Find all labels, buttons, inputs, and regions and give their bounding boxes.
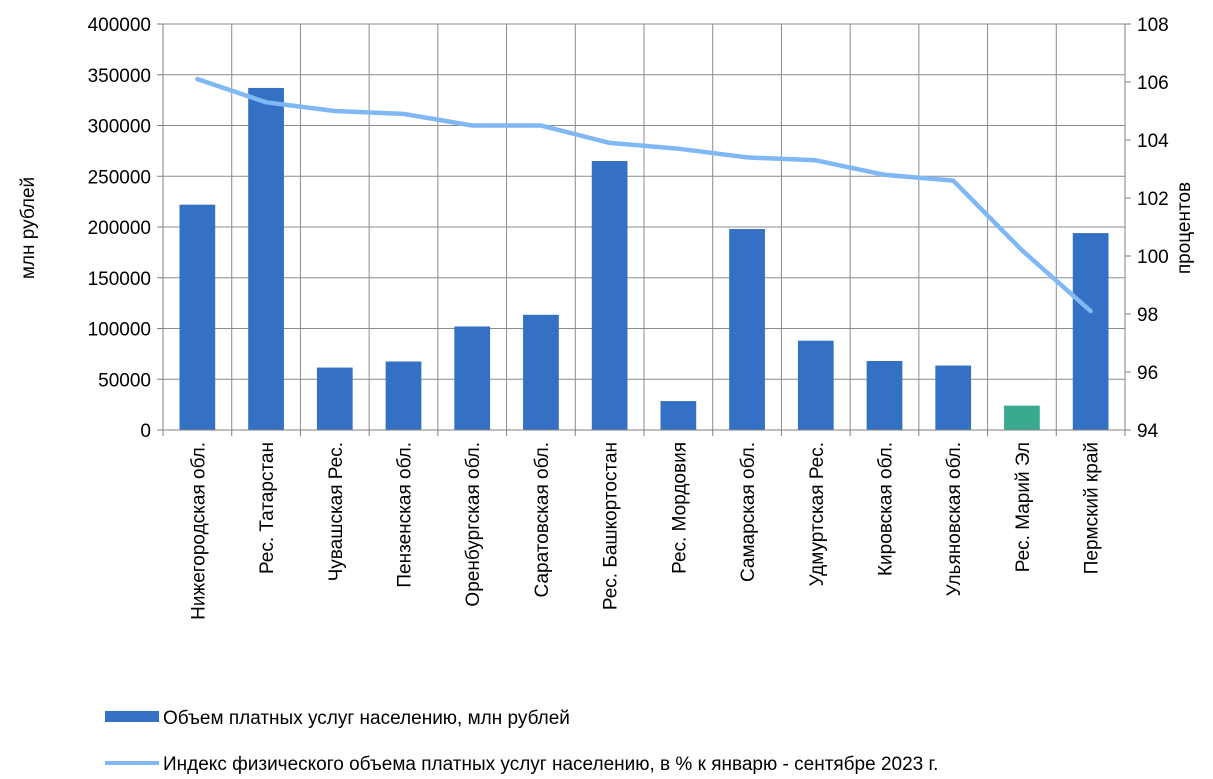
category-label: Оренбургская обл. — [463, 442, 484, 607]
bar — [454, 326, 491, 430]
legend-bar-label: Объем платных услуг населению, млн рубле… — [163, 708, 570, 729]
bar — [729, 229, 765, 430]
left-tick-label: 100000 — [88, 320, 151, 341]
bar — [660, 401, 697, 430]
index-line — [195, 76, 1093, 314]
bar — [1004, 405, 1040, 430]
left-tick-label: 400000 — [88, 15, 151, 36]
left-tick-label: 0 — [140, 421, 151, 442]
right-tick-label: 98 — [1137, 305, 1158, 326]
left-tick-label: 50000 — [98, 370, 151, 391]
left-tick-label: 200000 — [88, 218, 151, 239]
bar — [248, 87, 284, 430]
bars — [179, 87, 1109, 430]
right-tick-label: 94 — [1137, 421, 1159, 442]
category-label: Нижегородская обл. — [188, 442, 209, 620]
bar — [1072, 233, 1109, 430]
left-tick-label: 350000 — [88, 66, 151, 87]
category-label: Удмуртская Рес. — [807, 442, 828, 586]
category-label: Рес. Мордовия — [669, 442, 690, 574]
left-tick-label: 150000 — [88, 269, 151, 290]
bar — [385, 361, 422, 430]
left-tick-label: 300000 — [88, 117, 151, 138]
right-axis-title: процентов — [1174, 182, 1195, 274]
grid — [162, 23, 1126, 431]
bar — [935, 365, 972, 430]
legend-line-label: Индекс физического объема платных услуг … — [163, 754, 938, 774]
category-label: Саратовская обл. — [532, 442, 553, 597]
category-labels: Нижегородская обл. Рес. Татарстан Чувашска… — [188, 442, 1102, 620]
bar — [179, 204, 216, 430]
right-tick-label: 104 — [1137, 131, 1169, 152]
legend-bar-swatch — [105, 711, 159, 722]
category-label: Рес. Марий Эл — [1013, 442, 1034, 572]
bar — [797, 340, 834, 430]
right-tick-label: 108 — [1137, 15, 1169, 36]
category-label: Пермский край — [1082, 442, 1103, 574]
right-tick-label: 102 — [1137, 189, 1169, 210]
index-line-path — [195, 76, 1093, 314]
category-label: Рес. Татарстан — [257, 442, 278, 574]
left-axis-title: млн рублей — [18, 177, 39, 279]
category-label: Ульяновская обл. — [944, 442, 965, 596]
left-tick-labels: 0 50000 100000 150000 200000 250000 300000 3500… — [88, 15, 151, 442]
right-tick-label: 96 — [1137, 363, 1158, 384]
legend: Объем платных услуг населению, млн рубле… — [105, 708, 938, 775]
category-label: Чувашская Рес. — [326, 442, 347, 581]
bar — [591, 161, 628, 430]
axes — [157, 23, 1131, 436]
right-tick-labels: 94 96 98 100 102 104 106 108 — [1137, 15, 1169, 442]
category-label: Пензенская обл. — [395, 442, 416, 588]
left-tick-label: 250000 — [88, 167, 151, 188]
bar — [316, 367, 353, 430]
right-tick-label: 106 — [1137, 73, 1169, 94]
category-label: Кировская обл. — [876, 442, 897, 576]
bar — [523, 314, 559, 430]
category-label: Рес. Башкортостан — [601, 442, 622, 610]
bar — [866, 360, 903, 430]
category-label: Самарская обл. — [738, 442, 759, 582]
right-tick-label: 100 — [1137, 247, 1169, 268]
